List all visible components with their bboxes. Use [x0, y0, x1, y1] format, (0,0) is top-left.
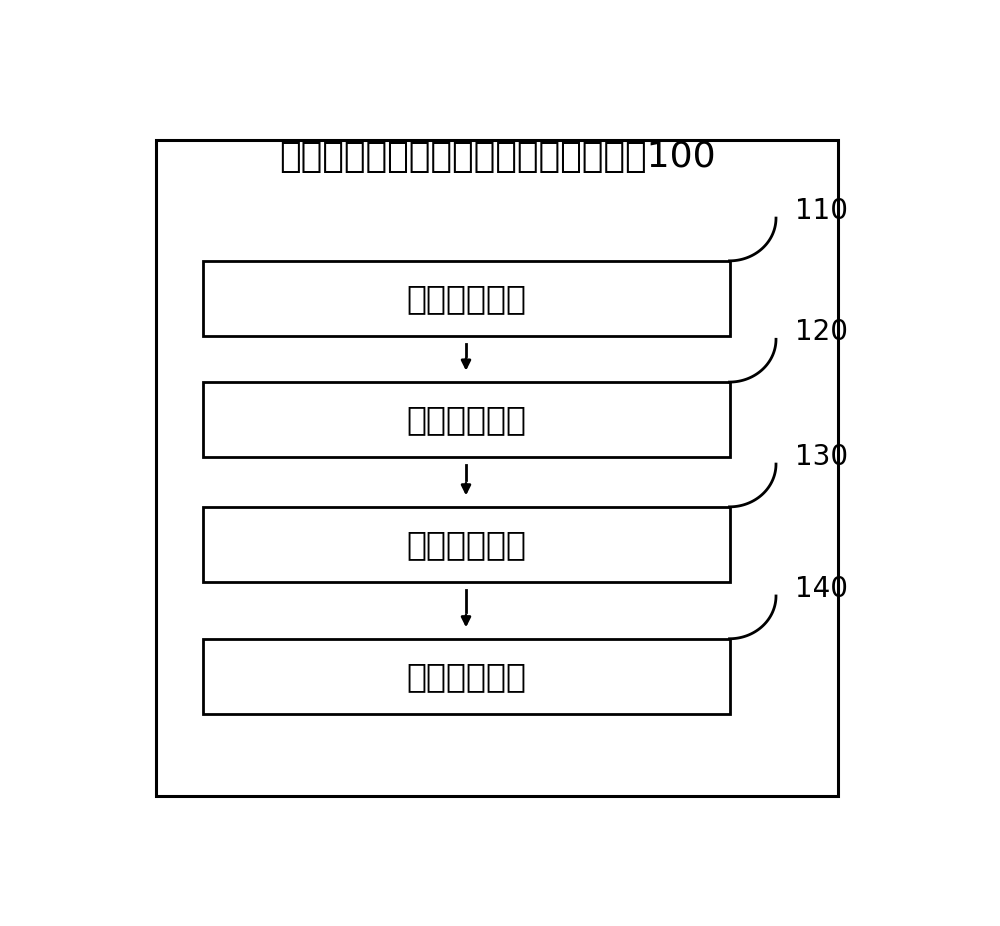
Bar — [202, 261, 730, 336]
Bar — [156, 140, 838, 795]
Text: 配置管理模块: 配置管理模块 — [406, 528, 526, 561]
Bar — [202, 639, 730, 714]
Text: 视频采集模块: 视频采集模块 — [406, 282, 526, 315]
Text: 120: 120 — [795, 319, 848, 346]
Text: 130: 130 — [795, 443, 849, 471]
Text: 视频显示模块: 视频显示模块 — [406, 403, 526, 436]
Text: 110: 110 — [795, 197, 848, 225]
Bar — [202, 507, 730, 582]
Text: 核电厂全范围模拟机考试远程监考系统100: 核电厂全范围模拟机考试远程监考系统100 — [279, 141, 715, 174]
Text: 辅助评分模块: 辅助评分模块 — [406, 659, 526, 693]
Text: 140: 140 — [795, 575, 848, 603]
Bar — [202, 382, 730, 457]
